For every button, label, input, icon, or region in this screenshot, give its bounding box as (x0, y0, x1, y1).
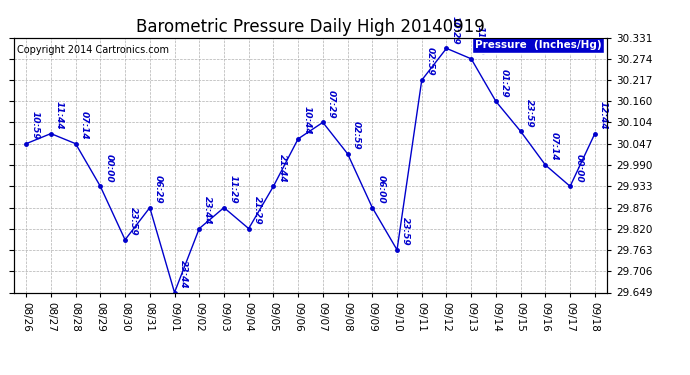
Text: 12:44: 12:44 (599, 101, 608, 129)
Text: Pressure  (Inches/Hg): Pressure (Inches/Hg) (475, 40, 601, 50)
Text: 11:29: 11:29 (228, 175, 237, 204)
Text: 10:44: 10:44 (302, 106, 311, 135)
Text: 23:44: 23:44 (204, 196, 213, 224)
Text: 23:44: 23:44 (179, 260, 188, 288)
Text: 00:00: 00:00 (574, 153, 583, 182)
Text: 02:59: 02:59 (352, 121, 361, 150)
Text: 23:59: 23:59 (401, 217, 410, 246)
Text: 23:59: 23:59 (525, 99, 534, 127)
Text: 06:00: 06:00 (377, 175, 386, 204)
Text: 21:29: 21:29 (253, 196, 262, 224)
Text: 06:29: 06:29 (154, 175, 163, 204)
Text: 02:59: 02:59 (426, 47, 435, 76)
Text: 11:44: 11:44 (55, 101, 64, 129)
Text: 00:00: 00:00 (104, 153, 113, 182)
Text: 11:59: 11:59 (475, 26, 484, 55)
Text: 10:59: 10:59 (30, 111, 39, 140)
Text: 07:29: 07:29 (327, 90, 336, 118)
Text: 01:29: 01:29 (500, 69, 509, 97)
Title: Barometric Pressure Daily High 20140919: Barometric Pressure Daily High 20140919 (136, 18, 485, 36)
Text: 07:14: 07:14 (80, 111, 89, 140)
Text: 10:29: 10:29 (451, 15, 460, 44)
Text: 21:44: 21:44 (277, 153, 286, 182)
Text: 07:14: 07:14 (549, 132, 558, 161)
Text: 23:59: 23:59 (129, 207, 138, 236)
Text: Copyright 2014 Cartronics.com: Copyright 2014 Cartronics.com (17, 45, 169, 55)
